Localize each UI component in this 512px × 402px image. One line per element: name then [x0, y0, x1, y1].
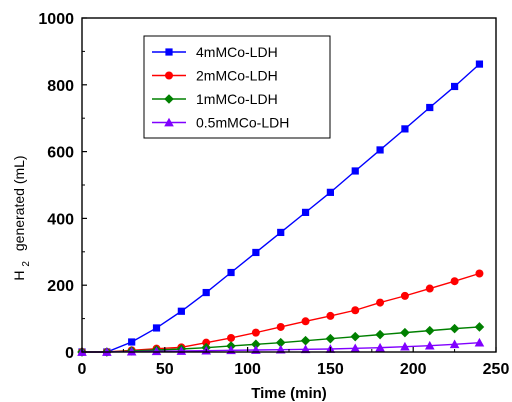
data-point — [474, 322, 485, 332]
legend-swatch-marker — [164, 117, 174, 127]
data-point — [375, 342, 385, 352]
y-tick-label: 1000 — [38, 11, 74, 28]
x-tick-label: 150 — [317, 361, 344, 378]
data-point — [449, 339, 460, 349]
data-point — [400, 291, 409, 300]
legend-label: 1mMCo-LDH — [196, 91, 278, 107]
x-tick-label: 100 — [234, 361, 261, 378]
x-tick-label: 200 — [400, 361, 427, 378]
legend-item: 0.5mMCo-LDH — [152, 115, 289, 131]
data-point — [451, 82, 459, 91]
data-point — [425, 284, 434, 293]
data-point — [301, 208, 310, 216]
y-axis-title-rest: generated (mL) — [11, 155, 27, 251]
y-axis-title: H 2 generated (mL) — [11, 155, 32, 280]
data-point — [126, 346, 137, 356]
legend-item: 2mMCo-LDH — [152, 68, 278, 84]
data-point — [401, 125, 409, 133]
legend-item: 1mMCo-LDH — [152, 91, 278, 107]
data-point — [376, 146, 384, 154]
legend-label: 2mMCo-LDH — [196, 68, 278, 84]
data-point — [375, 329, 385, 340]
axes-layer: 0 50 100 150 200 250 0 200 400 600 800 1000 — [38, 11, 509, 378]
data-point — [400, 341, 410, 351]
data-point — [300, 344, 311, 354]
data-point — [475, 269, 484, 278]
data-point — [275, 337, 286, 348]
legend-swatch-marker — [165, 71, 173, 80]
data-point — [252, 248, 260, 257]
y-tick-label: 200 — [47, 278, 74, 295]
data-point — [351, 167, 359, 175]
legend-swatch-marker — [164, 94, 174, 104]
y-tick-label: 400 — [47, 211, 74, 228]
x-axis-title: Time (min) — [251, 385, 327, 402]
data-point — [325, 333, 336, 344]
x-tick-label: 0 — [78, 361, 87, 378]
data-point — [350, 331, 361, 342]
legend-swatch-marker — [165, 48, 173, 56]
data-point — [376, 298, 385, 307]
data-point — [227, 268, 235, 277]
legend-label: 4mMCo-LDH — [196, 44, 278, 60]
data-point — [202, 288, 210, 297]
data-point — [251, 328, 260, 337]
data-point — [351, 306, 360, 315]
data-point — [227, 333, 236, 342]
data-point — [400, 327, 410, 338]
data-point — [450, 277, 459, 286]
data-point — [424, 340, 435, 350]
data-point — [202, 338, 211, 347]
data-point — [474, 337, 485, 347]
x-tick-label: 250 — [483, 361, 510, 378]
legend-box — [143, 35, 331, 139]
data-point — [326, 188, 334, 196]
legend: 4mMCo-LDH 2mMCo-LDH 1mMCo-LDH 0.5mMCo-LDH — [143, 35, 331, 139]
y-tick-label: 600 — [47, 145, 74, 162]
data-point — [475, 60, 484, 68]
x-tick-label: 50 — [156, 361, 174, 378]
data-point — [449, 323, 460, 334]
data-point — [426, 103, 434, 112]
data-point — [152, 324, 161, 332]
y-tick-label: 0 — [65, 345, 74, 362]
legend-label: 0.5mMCo-LDH — [196, 115, 289, 131]
y-tick-label: 800 — [47, 78, 74, 95]
data-point — [326, 311, 335, 320]
data-point — [251, 339, 261, 350]
data-point — [350, 343, 361, 353]
data-point — [277, 228, 285, 237]
data-point — [300, 335, 311, 346]
data-point — [177, 307, 185, 315]
y-axis-title-prefix: H — [11, 270, 27, 280]
data-point — [301, 317, 310, 326]
legend-item: 4mMCo-LDH — [152, 44, 278, 60]
data-point — [424, 325, 435, 336]
data-point — [128, 338, 136, 346]
y-axis-title-subscript: 2 — [21, 261, 32, 267]
data-point — [151, 346, 162, 356]
data-point — [276, 322, 285, 331]
